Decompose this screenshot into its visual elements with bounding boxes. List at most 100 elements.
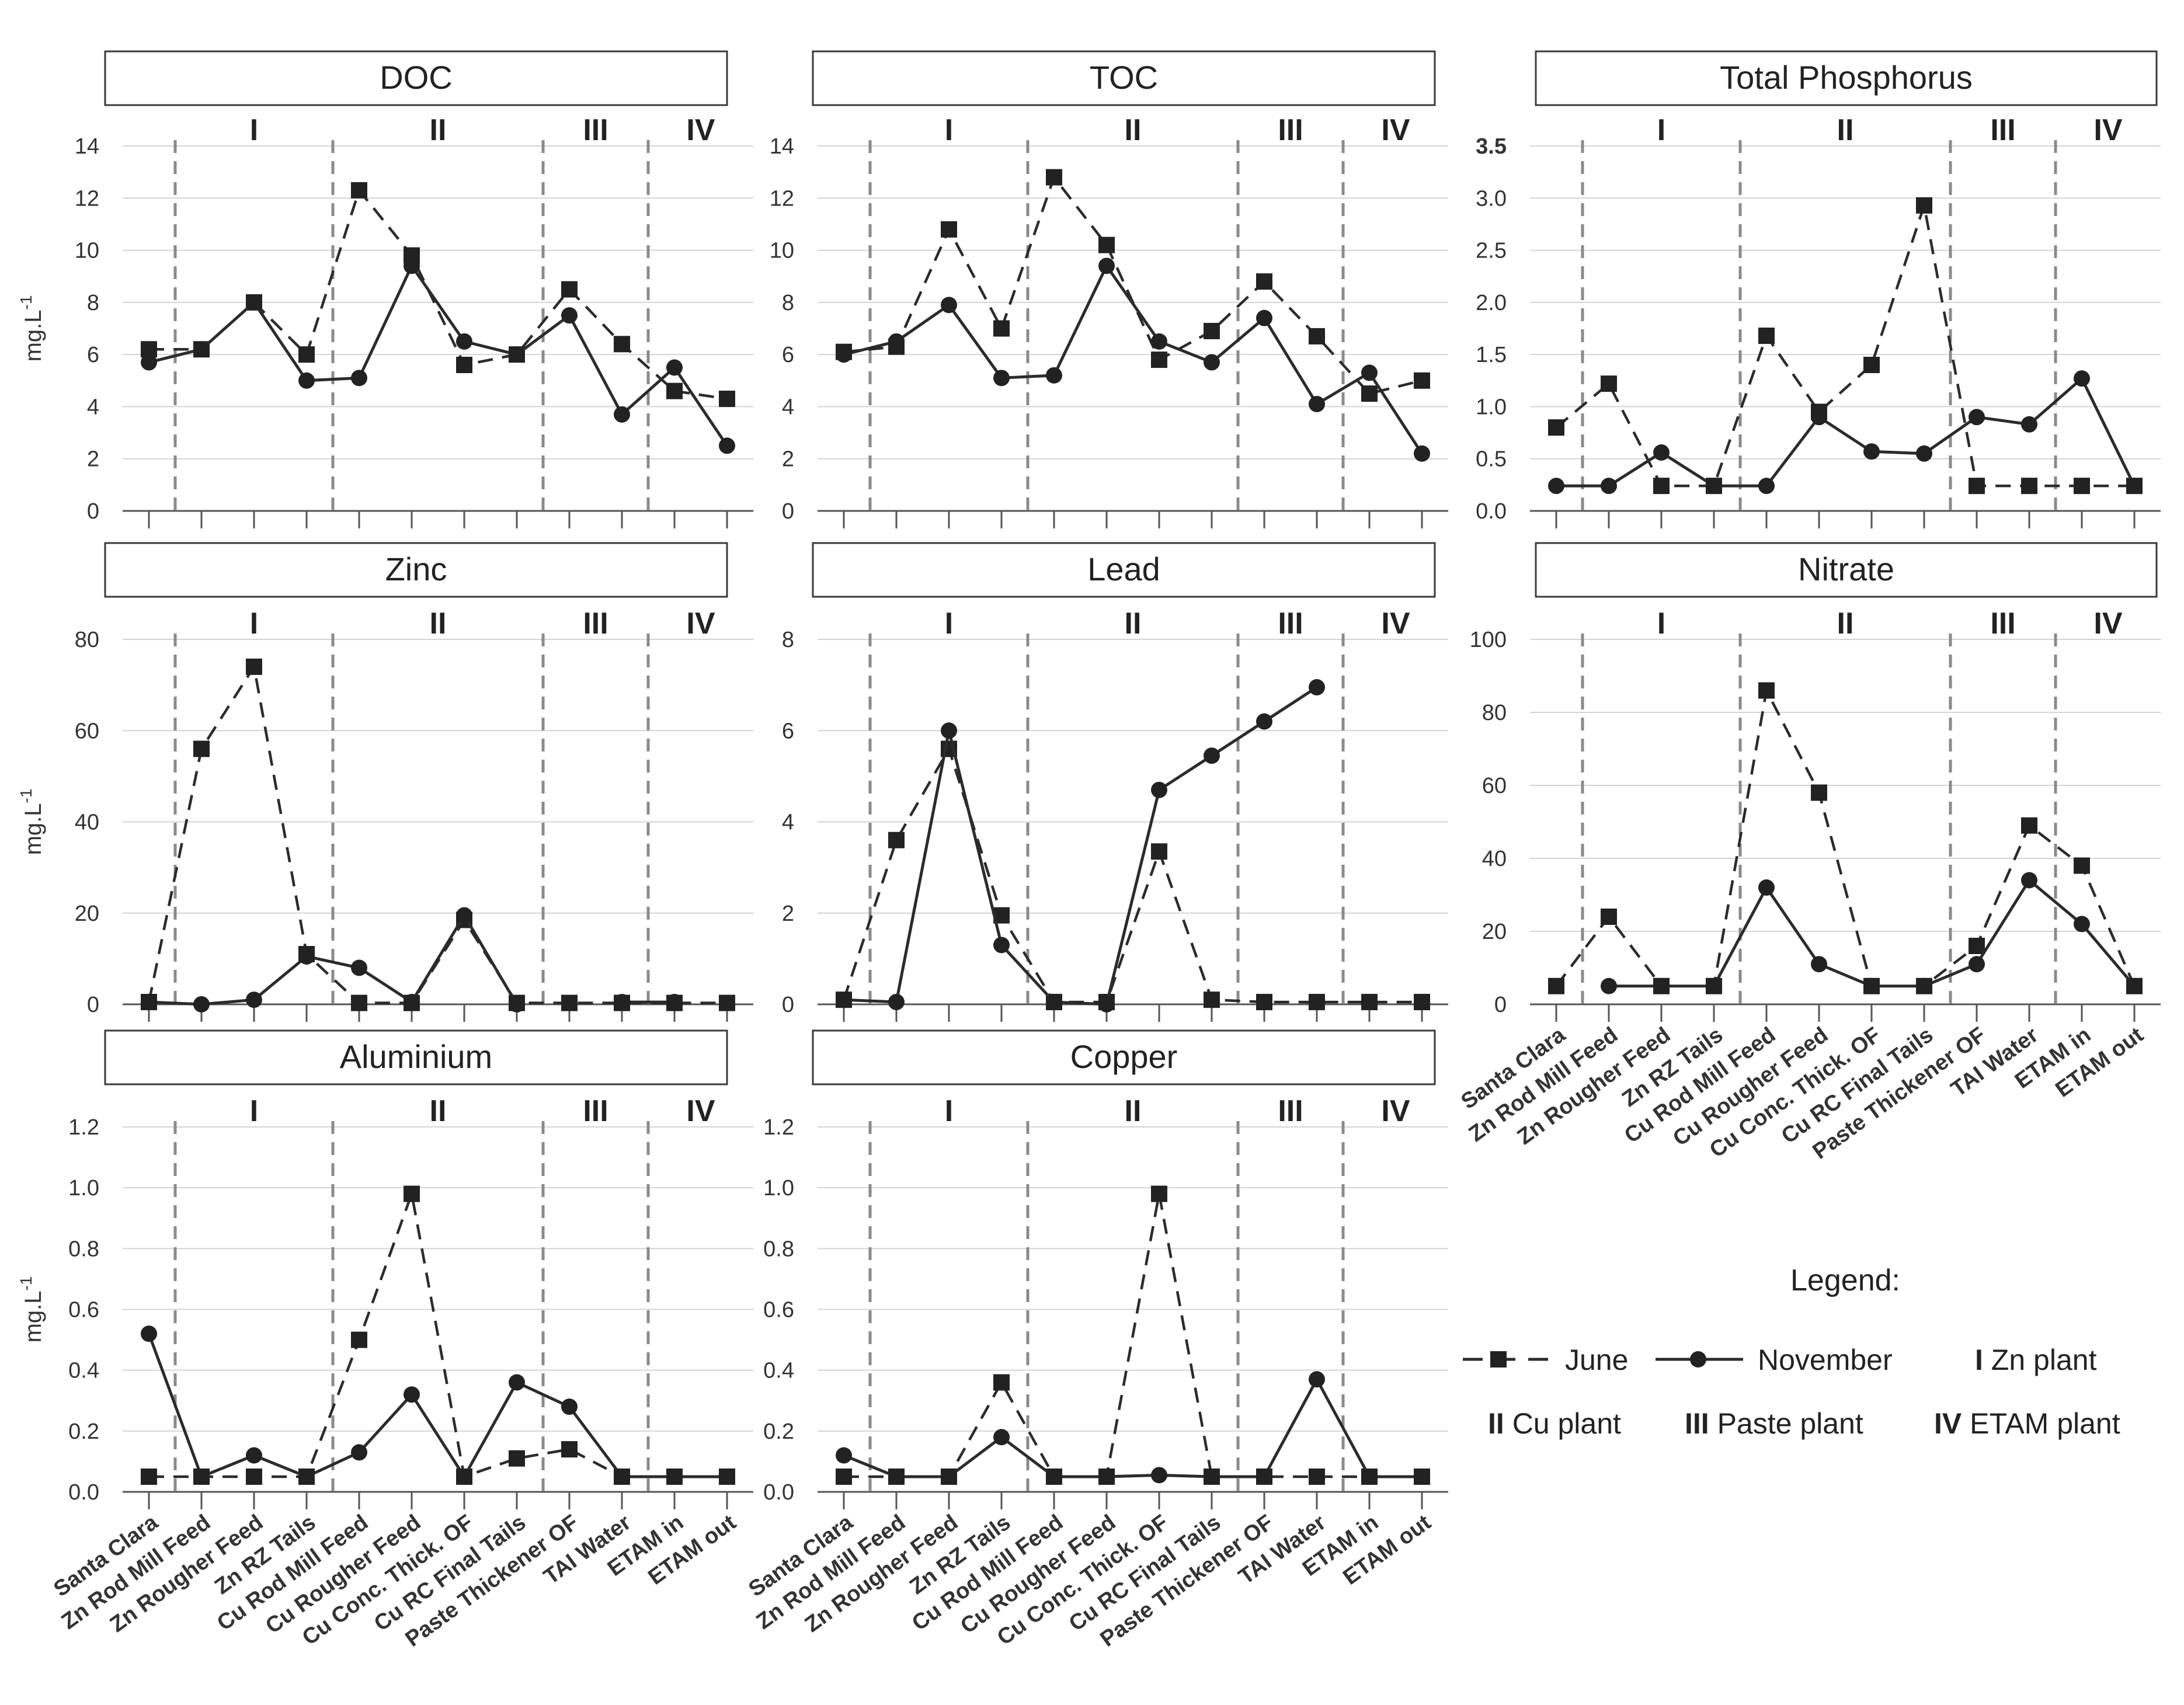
data-point-november-zn-rougher-feed [1653, 444, 1670, 461]
series-line-november [843, 1376, 1422, 1478]
group-label-iii: III [1278, 1094, 1303, 1128]
legend-plant-cu-plant: II Cu plant [1488, 1407, 1621, 1440]
data-point-june-paste-thickener-of [1969, 478, 1985, 495]
data-point-november-paste-thickener-of [561, 307, 578, 324]
data-point-november-paste-thickener-of [1969, 409, 1985, 426]
y-tick-label: 1.0 [68, 1176, 99, 1201]
data-point-november-santa-clara [836, 1447, 852, 1464]
group-label-ii: II [1837, 113, 1854, 147]
data-point-june-cu-rc-final-tails [1916, 197, 1932, 214]
data-point-june-cu-rc-final-tails [1204, 991, 1220, 1008]
data-point-november-zn-rz-tails [1706, 977, 1722, 994]
panel-title: Aluminium [340, 1038, 492, 1075]
y-tick-label: 0.8 [68, 1237, 99, 1261]
data-point-november-cu-rougher-feed [1811, 409, 1827, 426]
data-point-november-paste-thickener-of [1256, 309, 1272, 326]
data-point-june-etam-in [2074, 857, 2090, 874]
panel-title: Copper [1070, 1038, 1178, 1075]
y-tick-label: 0.2 [763, 1419, 794, 1444]
legend-november-marker [1690, 1351, 1706, 1368]
legend-plant-etam-plant: IV ETAM plant [1934, 1407, 2120, 1440]
group-label-iv: IV [2093, 113, 2122, 147]
group-label-ii: II [430, 1094, 447, 1128]
series-line-june [147, 663, 727, 1004]
series-june [1548, 682, 2143, 994]
y-tick-label: 0 [782, 499, 794, 524]
data-point-november-tai-water [614, 1468, 630, 1485]
data-point-november-zn-rod-mill-feed [193, 1468, 210, 1485]
panel-title-box [812, 542, 1436, 598]
data-point-november-zn-rougher-feed [941, 297, 957, 314]
data-point-november-santa-clara [141, 354, 157, 371]
data-point-november-etam-in [1361, 1468, 1378, 1485]
data-point-june-cu-rougher-feed [1098, 236, 1115, 253]
data-point-november-tai-water [1309, 679, 1325, 696]
data-point-june-zn-rougher-feed [246, 1468, 262, 1485]
data-point-june-etam-out [719, 994, 735, 1011]
data-point-june-tai-water [1309, 1468, 1325, 1485]
data-point-november-tai-water [614, 406, 630, 423]
data-point-november-zn-rod-mill-feed [1601, 478, 1617, 495]
y-tick-label: 100 [1470, 628, 1507, 652]
data-point-november-zn-rod-mill-feed [193, 341, 210, 358]
data-point-november-cu-rc-final-tails [509, 996, 525, 1012]
data-point-november-cu-rod-mill-feed [1046, 1468, 1062, 1485]
data-point-november-santa-clara [836, 991, 852, 1008]
data-point-november-zn-rougher-feed [246, 991, 262, 1008]
y-tick-label: 0.6 [68, 1298, 99, 1323]
data-point-june-paste-thickener-of [561, 281, 578, 298]
panel-total-phosphorus: Total Phosphorus 0.0 0.5 1.0 1.5 2.0 2.5 3.0 3.5… [1476, 50, 2161, 528]
y-axis-label: mg.L-1 [17, 295, 46, 362]
group-label-i: I [945, 113, 953, 147]
data-point-june-cu-rod-mill-feed [351, 994, 367, 1011]
data-point-june-santa-clara [1548, 977, 1564, 994]
data-point-june-zn-rod-mill-feed [1601, 909, 1617, 925]
data-point-june-paste-thickener-of [561, 994, 578, 1011]
group-label-iv: IV [686, 607, 715, 641]
data-point-june-cu-rougher-feed [1811, 784, 1827, 801]
y-tick-label: 0.2 [68, 1419, 99, 1444]
data-point-june-santa-clara [1548, 419, 1564, 436]
y-tick-label: 0.0 [763, 1480, 794, 1505]
y-tick-label: 1.0 [763, 1176, 794, 1201]
data-point-november-zn-rz-tails [1706, 478, 1722, 495]
group-label-i: I [250, 113, 258, 147]
data-point-november-zn-rougher-feed [1653, 977, 1670, 994]
group-label-iii: III [1278, 113, 1303, 147]
series-line-november [147, 1333, 727, 1480]
data-point-november-cu-conc-thick-of [456, 907, 472, 924]
data-point-november-etam-in [666, 1468, 683, 1485]
legend-title: Legend: [1790, 1264, 1900, 1297]
data-point-november-zn-rod-mill-feed [888, 994, 905, 1011]
data-point-june-cu-conc-thick-of [1151, 352, 1167, 368]
data-point-november-cu-rod-mill-feed [351, 370, 367, 387]
y-tick-label: 14 [770, 134, 794, 159]
data-point-november-cu-rod-mill-feed [351, 959, 367, 976]
panel-title: Total Phosphorus [1720, 59, 1973, 96]
data-point-june-santa-clara [141, 1468, 157, 1485]
data-point-november-tai-water [2021, 872, 2037, 889]
data-point-november-cu-rougher-feed [404, 1386, 420, 1403]
series-november [836, 679, 1325, 1012]
y-tick-label: 40 [1482, 847, 1507, 871]
data-point-june-tai-water [2021, 478, 2037, 495]
series-june [836, 169, 1430, 402]
data-point-june-paste-thickener-of [1969, 938, 1985, 954]
group-label-iv: IV [1381, 113, 1410, 147]
data-point-june-cu-conc-thick-of [1151, 1185, 1167, 1202]
group-label-iv: IV [686, 113, 715, 147]
y-tick-label: 20 [1482, 920, 1507, 944]
y-tick-label: 0 [87, 993, 99, 1017]
data-point-november-tai-water [614, 994, 630, 1011]
group-label-iv: IV [1381, 607, 1410, 641]
series-june [836, 1185, 1430, 1485]
data-point-november-santa-clara [1548, 478, 1564, 495]
y-tick-label: 3.5 [1476, 134, 1507, 159]
data-point-november-cu-rc-final-tails [1916, 445, 1932, 462]
y-tick-label: 0.6 [763, 1298, 794, 1323]
data-point-november-cu-conc-thick-of [1863, 977, 1880, 994]
data-point-june-tai-water [2021, 817, 2037, 834]
data-point-june-cu-conc-thick-of [456, 357, 472, 373]
